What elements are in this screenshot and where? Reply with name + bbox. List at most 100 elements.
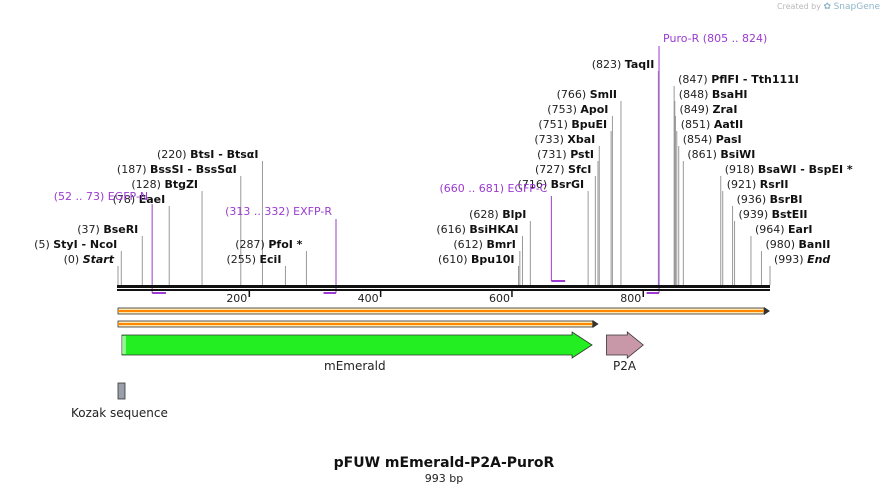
primer-egfp-c[interactable]: (660 .. 681) EGFP-C bbox=[439, 182, 566, 282]
enzyme-name: EciI bbox=[260, 253, 282, 266]
enzyme-site-zrai[interactable]: (849) ZraI bbox=[674, 103, 737, 285]
enzyme-site-bmri[interactable]: (612) BmrI bbox=[453, 238, 521, 285]
enzyme-position: (993) bbox=[774, 253, 807, 266]
enzyme-name: BsrBI bbox=[770, 193, 803, 206]
primer-label: (660 .. 681) EGFP-C bbox=[439, 182, 547, 195]
enzyme-position: (939) bbox=[739, 208, 772, 221]
enzyme-site-bsiwi[interactable]: (861) BsiWI bbox=[682, 148, 755, 285]
enzyme-name: PflFI - Tth111I bbox=[711, 73, 799, 86]
enzyme-site-ecii[interactable]: (255) EciI bbox=[226, 253, 286, 285]
enzyme-position: (628) bbox=[469, 208, 502, 221]
mEmerald-arrow[interactable] bbox=[121, 331, 593, 359]
p2a-arrow[interactable] bbox=[606, 331, 644, 359]
tick-label-600: 600 bbox=[489, 292, 510, 305]
enzyme-site-bsawi-bspei[interactable]: (918) BsaWI - BspEI * bbox=[720, 163, 853, 285]
enzyme-site-styi-ncoi[interactable]: (5) StyI - NcoI bbox=[34, 238, 122, 285]
p2a-label[interactable]: P2A bbox=[613, 359, 637, 373]
enzyme-site-pflfi-tth111i[interactable]: (847) PflFI - Tth111I bbox=[673, 73, 799, 285]
enzyme-name: BpuEI bbox=[571, 118, 607, 131]
enzyme-site-apoi[interactable]: (753) ApoI bbox=[547, 103, 613, 285]
enzyme-label: (847) PflFI - Tth111I bbox=[678, 73, 799, 86]
enzyme-label: (78) EaeI bbox=[113, 193, 166, 206]
enzyme-site-start[interactable]: (0) Start bbox=[64, 253, 119, 285]
primer-name: Puro-R bbox=[663, 32, 703, 45]
kozak-label[interactable]: Kozak sequence bbox=[71, 406, 168, 420]
enzyme-site-bsihkai[interactable]: (616) BsiHKAI bbox=[436, 223, 523, 285]
credit-brand: SnapGene bbox=[833, 2, 880, 12]
enzyme-name: BsiWI bbox=[720, 148, 755, 161]
enzyme-site-bpuei[interactable]: (751) BpuEI bbox=[538, 118, 612, 285]
enzyme-site-btsi-bts-i[interactable]: (220) BtsI - BtsαI bbox=[157, 148, 263, 285]
enzyme-site-xbai[interactable]: (733) XbaI bbox=[534, 133, 600, 285]
enzyme-site-bsahi[interactable]: (848) BsaHI bbox=[674, 88, 748, 285]
enzyme-site-bsteii[interactable]: (939) BstEII bbox=[734, 208, 808, 285]
enzyme-position: (964) bbox=[755, 223, 788, 236]
enzyme-position: (847) bbox=[678, 73, 711, 86]
snapgene-credit: Created by ✿ SnapGene bbox=[777, 2, 880, 12]
enzyme-position: (936) bbox=[737, 193, 770, 206]
enzyme-label: (753) ApoI bbox=[547, 103, 608, 116]
enzyme-label: (854) PasI bbox=[683, 133, 742, 146]
enzyme-position: (733) bbox=[534, 133, 567, 146]
enzyme-label: (980) BanII bbox=[765, 238, 830, 251]
enzyme-position: (128) bbox=[131, 178, 164, 191]
enzyme-position: (766) bbox=[557, 88, 590, 101]
enzyme-label: (5) StyI - NcoI bbox=[34, 238, 117, 251]
primer-name: EXFP-R bbox=[293, 205, 332, 218]
enzyme-site-pfoi[interactable]: (287) PfoI * bbox=[235, 238, 307, 285]
enzyme-site-bsrbi[interactable]: (936) BsrBI bbox=[732, 193, 803, 285]
enzyme-position: (37) bbox=[77, 223, 103, 236]
enzyme-name: BtgZI bbox=[164, 178, 198, 191]
enzyme-site-bsssi-bsss-i[interactable]: (187) BssSI - BssSαI bbox=[117, 163, 242, 285]
primer-name: EGFP-C bbox=[508, 182, 548, 195]
enzyme-name: PfoI * bbox=[268, 238, 302, 251]
enzyme-site-end[interactable]: (993) End bbox=[769, 253, 830, 285]
enzyme-label: (733) XbaI bbox=[534, 133, 595, 146]
enzyme-label: (255) EciI bbox=[226, 253, 281, 266]
mEmerald-label[interactable]: mEmerald bbox=[324, 359, 386, 373]
enzyme-label: (851) AatII bbox=[681, 118, 743, 131]
orf-partial[interactable] bbox=[117, 320, 599, 328]
primer-puro-r[interactable]: Puro-R (805 .. 824) bbox=[646, 32, 768, 294]
enzyme-name: BstEII bbox=[772, 208, 808, 221]
enzyme-position: (727) bbox=[535, 163, 568, 176]
enzyme-label: (610) Bpu10I bbox=[438, 253, 515, 266]
enzyme-site-eaei[interactable]: (78) EaeI bbox=[113, 193, 170, 285]
enzyme-site-eari[interactable]: (964) EarI bbox=[750, 223, 813, 285]
enzyme-site-blpi[interactable]: (628) BlpI bbox=[469, 208, 531, 285]
enzyme-site-psti[interactable]: (731) PstI bbox=[537, 148, 599, 285]
enzyme-position: (751) bbox=[538, 118, 571, 131]
credit-prefix: Created by bbox=[776, 2, 821, 11]
primer-egfp-n[interactable]: (52 .. 73) EGFP-N bbox=[54, 190, 166, 294]
enzyme-site-sfci[interactable]: (727) SfcI bbox=[535, 163, 596, 285]
enzyme-label: (612) BmrI bbox=[453, 238, 515, 251]
sequence-backbone-top bbox=[117, 285, 770, 288]
enzyme-name: PstI bbox=[570, 148, 594, 161]
enzyme-name: BtsI - BtsαI bbox=[190, 148, 258, 161]
enzyme-name: StyI - NcoI bbox=[53, 238, 117, 251]
enzyme-label: (936) BsrBI bbox=[737, 193, 803, 206]
enzyme-site-aatii[interactable]: (851) AatII bbox=[676, 118, 743, 285]
primer-range: (52 .. 73) bbox=[54, 190, 108, 203]
enzyme-position: (731) bbox=[537, 148, 570, 161]
enzyme-site-rsrii[interactable]: (921) RsrII bbox=[722, 178, 789, 285]
enzyme-label: (861) BsiWI bbox=[687, 148, 755, 161]
kozak-box[interactable] bbox=[117, 382, 126, 400]
enzyme-position: (5) bbox=[34, 238, 53, 251]
primer-label: Puro-R (805 .. 824) bbox=[663, 32, 767, 45]
enzyme-site-taqii[interactable]: (823) TaqII bbox=[592, 58, 659, 285]
enzyme-site-pasi[interactable]: (854) PasI bbox=[678, 133, 742, 285]
orf-full-length[interactable] bbox=[117, 307, 770, 315]
enzyme-site-banii[interactable]: (980) BanII bbox=[760, 238, 830, 285]
enzyme-site-bsrgi[interactable]: (716) BsrGI bbox=[518, 178, 589, 285]
enzyme-name: Start bbox=[83, 253, 115, 266]
enzyme-label: (287) PfoI * bbox=[235, 238, 302, 251]
enzyme-site-smli[interactable]: (766) SmlI bbox=[557, 88, 622, 285]
enzyme-site-btgzi[interactable]: (128) BtgZI bbox=[131, 178, 203, 285]
enzyme-label: (823) TaqII bbox=[592, 58, 655, 71]
enzyme-name: EarI bbox=[788, 223, 812, 236]
enzyme-site-bseri[interactable]: (37) BseRI bbox=[77, 223, 143, 285]
enzyme-site-bpu10i[interactable]: (610) Bpu10I bbox=[438, 253, 520, 285]
primer-range: (313 .. 332) bbox=[225, 205, 293, 218]
primer-exfp-r[interactable]: (313 .. 332) EXFP-R bbox=[225, 205, 337, 294]
